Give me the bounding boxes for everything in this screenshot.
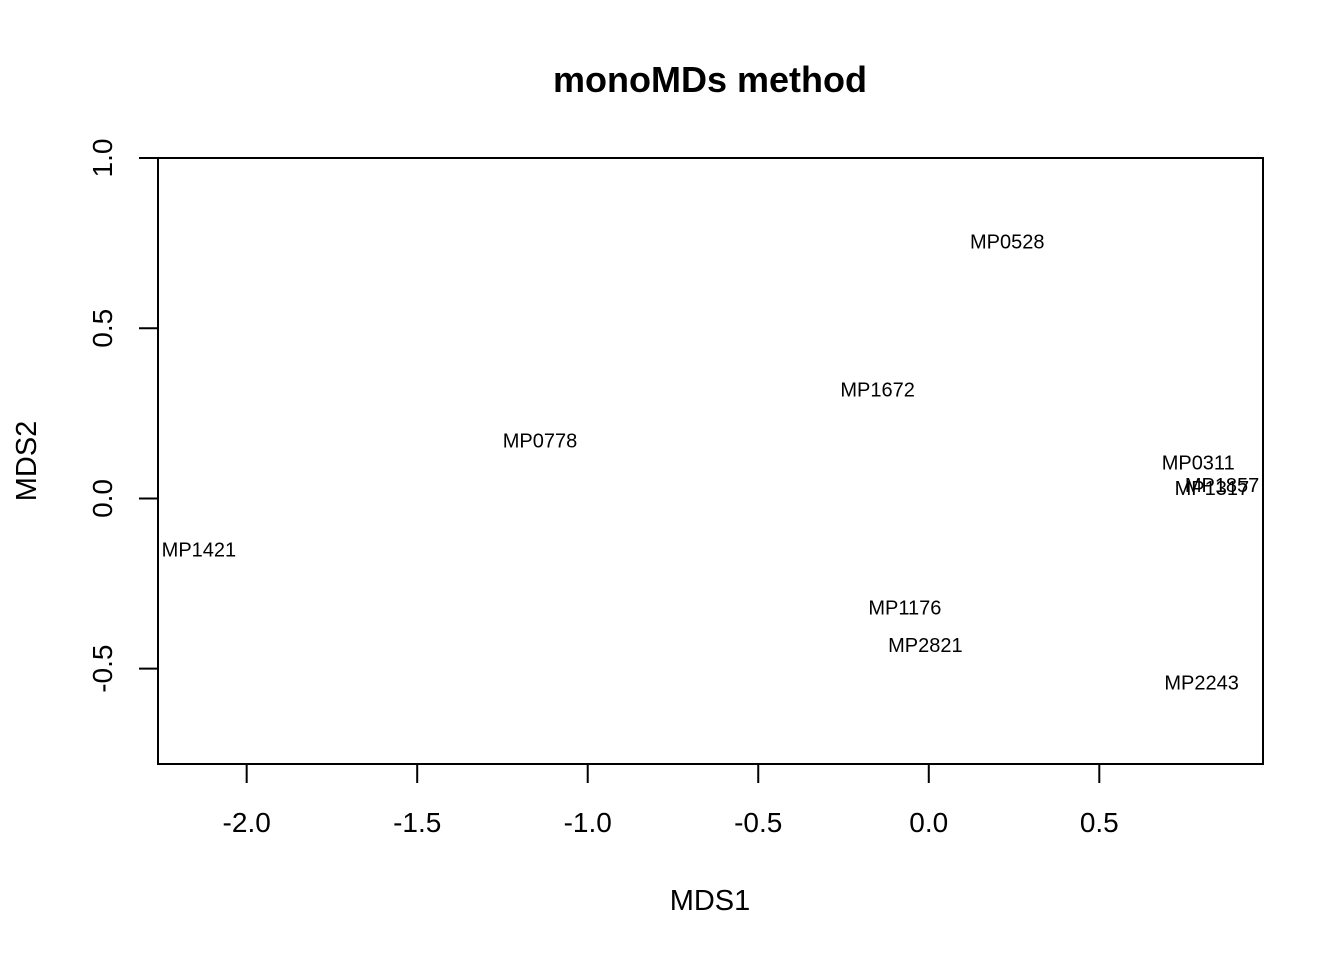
x-axis-label: MDS1 — [670, 885, 751, 917]
y-tick-label: -0.5 — [87, 645, 118, 693]
point-label-mp0528: MP0528 — [970, 231, 1045, 253]
x-tick-label: -1.5 — [393, 807, 441, 838]
x-tick-label: 0.0 — [909, 807, 948, 838]
point-label-mp1176: MP1176 — [868, 597, 941, 619]
plot-area-frame — [157, 157, 1264, 765]
point-label-mp1672: MP1672 — [840, 380, 915, 402]
y-axis-ticks: -0.5 0.0 0.5 1.0 — [87, 139, 158, 693]
x-tick-label: 0.5 — [1080, 807, 1119, 838]
point-label-mp0311: MP0311 — [1162, 453, 1235, 475]
y-tick-label: 0.0 — [87, 479, 118, 518]
point-label-mp1421: MP1421 — [162, 540, 237, 562]
point-label-mp1317: MP1317 — [1175, 478, 1250, 500]
y-tick-label: 1.0 — [87, 139, 118, 178]
point-label-mp2821: MP2821 — [888, 635, 963, 657]
point-label-mp0778: MP0778 — [503, 431, 578, 453]
y-tick-label: 0.5 — [87, 309, 118, 348]
point-label-mp1857: MP1857 — [1185, 475, 1260, 497]
chart-title: monoMDs method — [553, 59, 867, 100]
x-tick-label: -1.0 — [564, 807, 612, 838]
x-axis-ticks: -2.0 -1.5 -1.0 -0.5 0.0 0.5 — [223, 764, 1119, 838]
point-label-mp2243: MP2243 — [1164, 672, 1239, 694]
x-tick-label: -2.0 — [223, 807, 271, 838]
x-tick-label: -0.5 — [734, 807, 782, 838]
y-axis-label: MDS2 — [11, 421, 43, 502]
